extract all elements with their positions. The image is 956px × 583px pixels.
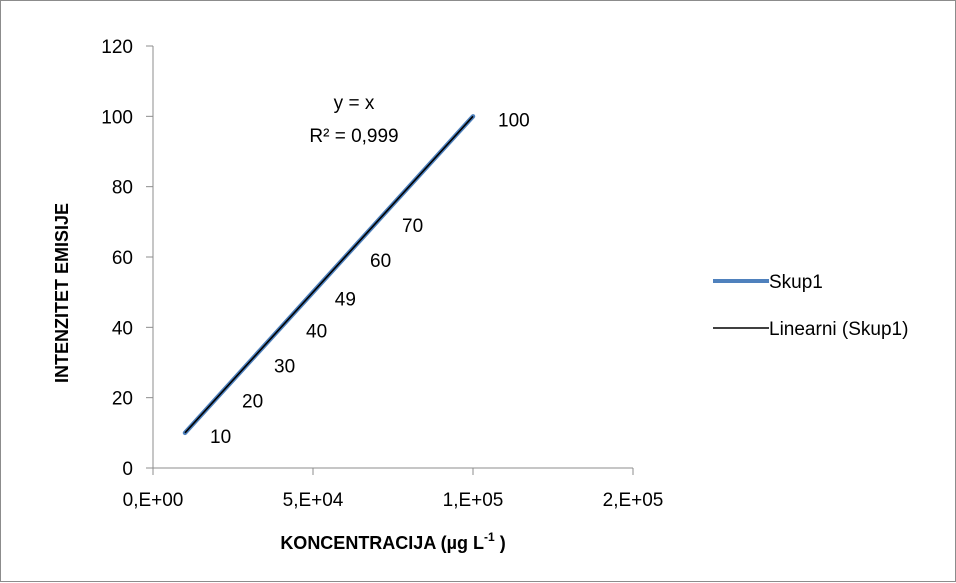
x-tick-group: 0,E+00 5,E+04 1,E+05 2,E+05 <box>123 468 664 511</box>
x-tick-label: 5,E+04 <box>283 490 344 511</box>
y-tick-label: 120 <box>101 37 133 58</box>
data-label: 70 <box>402 216 423 237</box>
data-label: 20 <box>242 392 263 413</box>
data-label: 49 <box>335 290 356 311</box>
x-tick-label: 0,E+00 <box>123 490 184 511</box>
y-tick-label: 100 <box>101 107 133 128</box>
data-label: 100 <box>498 110 530 131</box>
y-tick-label: 40 <box>112 318 133 339</box>
trendline-linearni <box>184 115 474 434</box>
trendline-equation: y = x <box>334 93 375 114</box>
y-tick-group: 0 20 40 60 80 100 120 <box>101 37 153 480</box>
data-label: 40 <box>306 321 327 342</box>
y-tick-label: 80 <box>112 178 133 199</box>
series-group <box>182 114 476 436</box>
y-tick-label: 60 <box>112 248 133 269</box>
data-label: 10 <box>210 427 231 448</box>
x-axis-title-end: ) <box>495 533 506 553</box>
data-label: 60 <box>370 251 391 272</box>
y-tick-label: 0 <box>122 459 133 480</box>
x-axis-title-main: KONCENTRACIJA (µg L <box>280 533 484 553</box>
x-tick-label: 1,E+05 <box>443 490 504 511</box>
legend: Skup1 Linearni (Skup1) <box>713 272 908 340</box>
trendline-r-squared: R² = 0,999 <box>309 126 398 147</box>
x-axis-title: KONCENTRACIJA (µg L-1 ) <box>280 530 505 553</box>
x-axis-title-superscript: -1 <box>484 530 495 544</box>
legend-label-skup1: Skup1 <box>769 272 823 293</box>
data-label: 30 <box>274 357 295 378</box>
data-label-group: 10 20 30 40 49 60 70 100 <box>210 110 530 448</box>
y-axis-title: INTENZITET EMISIJE <box>52 203 72 383</box>
legend-label-linearni: Linearni (Skup1) <box>769 319 908 340</box>
y-tick-label: 20 <box>112 389 133 410</box>
x-tick-label: 2,E+05 <box>603 490 664 511</box>
